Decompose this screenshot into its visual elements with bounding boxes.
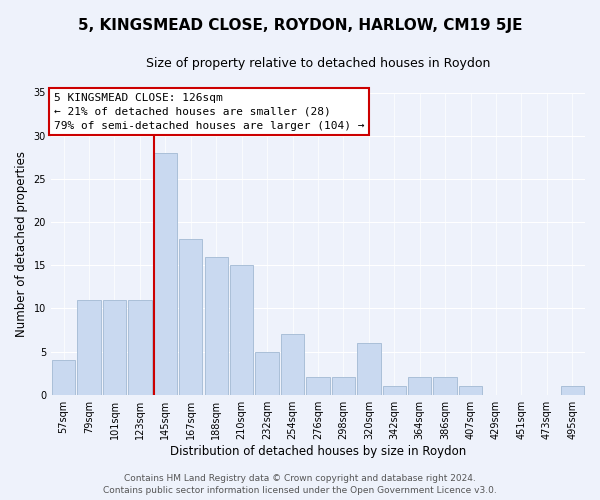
Bar (154, 153, 177, 394)
Text: 5 KINGSMEAD CLOSE: 126sqm
← 21% of detached houses are smaller (28)
79% of semi-: 5 KINGSMEAD CLOSE: 126sqm ← 21% of detac… (53, 93, 364, 131)
Bar (459, 386, 482, 394)
Bar (560, 386, 584, 394)
Bar (281, 334, 304, 394)
Bar (103, 300, 126, 394)
Bar (357, 343, 380, 394)
Bar (256, 352, 279, 395)
Title: Size of property relative to detached houses in Roydon: Size of property relative to detached ho… (146, 58, 490, 70)
Bar (433, 378, 457, 394)
Bar (77, 300, 101, 394)
Text: 5, KINGSMEAD CLOSE, ROYDON, HARLOW, CM19 5JE: 5, KINGSMEAD CLOSE, ROYDON, HARLOW, CM19… (78, 18, 522, 33)
Bar (408, 378, 431, 394)
Bar (230, 265, 253, 394)
Bar (306, 378, 329, 394)
Bar (128, 300, 152, 394)
Bar (332, 378, 355, 394)
Bar (383, 386, 406, 394)
Bar (179, 240, 202, 394)
Bar (205, 256, 228, 394)
Y-axis label: Number of detached properties: Number of detached properties (15, 150, 28, 336)
Bar (52, 360, 76, 394)
Text: Contains HM Land Registry data © Crown copyright and database right 2024.
Contai: Contains HM Land Registry data © Crown c… (103, 474, 497, 495)
X-axis label: Distribution of detached houses by size in Roydon: Distribution of detached houses by size … (170, 444, 466, 458)
